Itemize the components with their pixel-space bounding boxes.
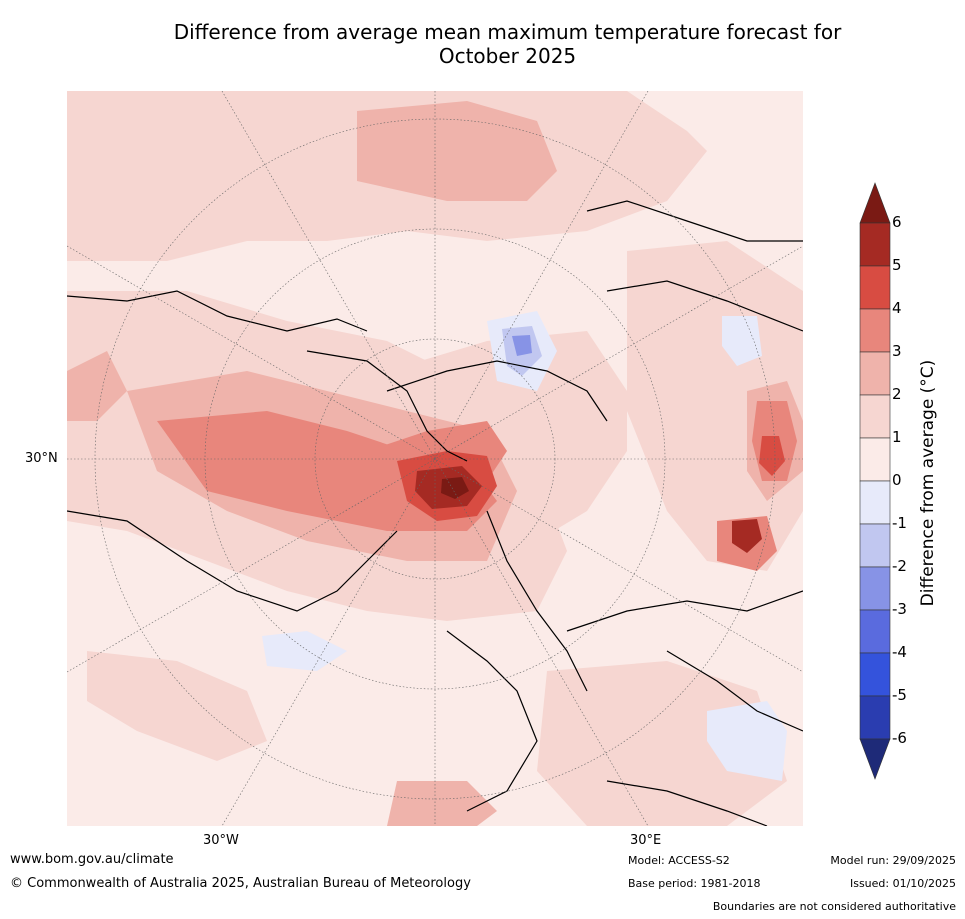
colorbar-cell — [859, 609, 891, 654]
map-panel[interactable] — [67, 91, 803, 826]
lat-label-30n: 30°N — [25, 451, 58, 466]
model-run-info: Model run: 29/09/2025 — [830, 854, 956, 867]
colorbar-cell — [859, 394, 891, 439]
base-period-info: Base period: 1981-2018 — [628, 877, 761, 890]
lon-label-30w: 30°W — [203, 833, 239, 848]
anomaly-neg3-neg2-siberia — [512, 335, 532, 356]
colorbar-cell — [859, 566, 891, 611]
colorbar-tick-label: 6 — [892, 213, 902, 231]
colorbar-cell — [859, 308, 891, 353]
anomaly-2-3-pacific-band — [357, 101, 557, 201]
colorbar-cell — [859, 523, 891, 568]
colorbar-tick-label: -2 — [892, 557, 907, 575]
model-info: Model: ACCESS-S2 — [628, 854, 730, 867]
issued-info: Issued: 01/10/2025 — [849, 877, 956, 890]
colorbar-tick-label: -5 — [892, 686, 907, 704]
colorbar-tick-label: 4 — [892, 299, 902, 317]
coastlines — [67, 200, 803, 826]
colorbar-tick-label: 3 — [892, 342, 902, 360]
colorbar-tick-label: -1 — [892, 514, 907, 532]
anomaly-above-6-arctic — [441, 477, 469, 499]
colorbar-cell — [859, 480, 891, 525]
disclaimer-text: Boundaries are not considered authoritat… — [712, 900, 956, 913]
chart-title: Difference from average mean maximum tem… — [60, 20, 955, 68]
colorbar-tick-label: -4 — [892, 643, 907, 661]
anomaly-5-6-north-china — [732, 519, 762, 553]
colorbar-tick-label: 2 — [892, 385, 902, 403]
colorbar-title: Difference from average (°C) — [918, 359, 938, 607]
colorbar-tick-label: -6 — [892, 729, 907, 747]
colorbar-tick-label: -3 — [892, 600, 907, 618]
title-line-2: October 2025 — [438, 44, 577, 68]
anomaly-neg1-0-atlantic — [262, 631, 347, 671]
lon-label-30e: 30°E — [630, 833, 662, 848]
website-link[interactable]: www.bom.gov.au/climate — [10, 852, 174, 867]
copyright-text: © Commonwealth of Australia 2025, Austra… — [10, 876, 471, 891]
anomaly-1-2-atlantic — [87, 651, 267, 761]
colorbar-tick-label: 0 — [892, 471, 902, 489]
map-svg — [67, 91, 803, 826]
anomaly-neg1-0-india — [707, 701, 787, 781]
colorbar-cell — [859, 351, 891, 396]
colorbar-cell — [859, 695, 891, 740]
anomaly-2-3-europe-south — [387, 781, 497, 826]
colorbar — [859, 182, 891, 780]
colorbar-cell — [859, 265, 891, 310]
anomaly-neg1-0-east-asia — [722, 316, 762, 366]
anomaly-2-3-west-pacific — [67, 351, 127, 421]
anomaly-1-2-south-asia — [537, 661, 787, 826]
colorbar-cell — [859, 222, 891, 267]
anomaly-4-5-east-asia — [759, 436, 785, 476]
colorbar-tick-label: 5 — [892, 256, 902, 274]
title-line-1: Difference from average mean maximum tem… — [173, 20, 842, 44]
colorbar-extend-top — [859, 182, 891, 224]
colorbar-cell — [859, 652, 891, 697]
colorbar-cell — [859, 437, 891, 482]
graticule — [67, 91, 803, 826]
colorbar-tick-label: 1 — [892, 428, 902, 446]
colorbar-extend-bottom — [859, 738, 891, 780]
